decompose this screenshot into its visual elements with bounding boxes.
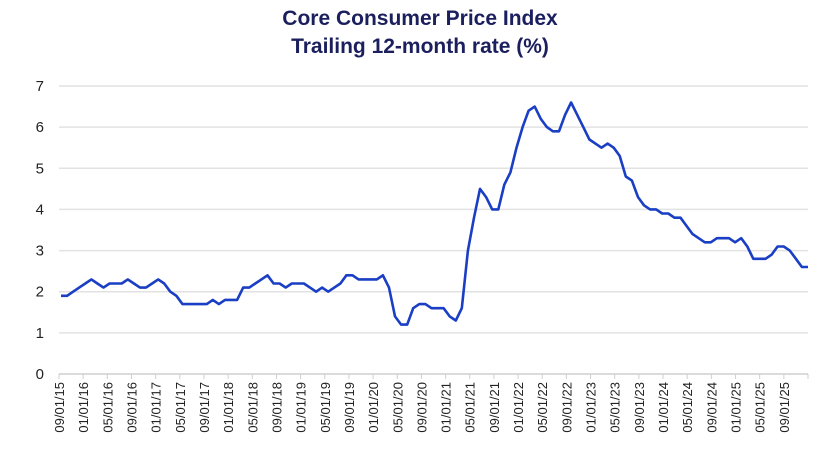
- x-tick-label: 05/01/22: [535, 382, 550, 433]
- x-tick-label: 01/01/20: [366, 382, 381, 433]
- x-tick-label: 09/01/19: [342, 382, 357, 433]
- y-tick-label: 7: [36, 78, 44, 95]
- x-tick-label: 05/01/23: [608, 382, 623, 433]
- x-tick-label: 05/01/17: [173, 382, 188, 433]
- x-tick-label: 05/01/21: [463, 382, 478, 433]
- x-tick-label: 05/01/24: [680, 382, 695, 433]
- x-tick-label: 01/01/17: [149, 382, 164, 433]
- x-tick-label: 01/01/21: [439, 382, 454, 433]
- x-tick-label: 01/01/18: [221, 382, 236, 433]
- x-tick-label: 01/01/23: [584, 382, 599, 433]
- y-tick-label: 1: [36, 325, 44, 342]
- x-tick-label: 05/01/18: [245, 382, 260, 433]
- x-tick-label: 05/01/19: [318, 382, 333, 433]
- y-tick-label: 6: [36, 119, 44, 136]
- chart-title: Core Consumer Price Index: [282, 7, 558, 30]
- x-tick-label: 09/01/22: [559, 382, 574, 433]
- series-line: [61, 101, 808, 326]
- x-tick-label: 01/01/22: [511, 382, 526, 433]
- x-tick-label: 05/01/25: [753, 382, 768, 433]
- x-tick-label: 05/01/16: [100, 382, 115, 433]
- y-tick-label: 3: [36, 243, 44, 260]
- x-tick-label: 01/01/19: [294, 382, 309, 433]
- x-tick-label: 09/01/18: [269, 382, 284, 433]
- x-tick-label: 09/01/17: [197, 382, 212, 433]
- x-tick-label: 01/01/24: [656, 382, 671, 433]
- x-tick-label: 09/01/25: [777, 382, 792, 433]
- y-tick-label: 5: [36, 160, 44, 177]
- x-tick-label: 09/01/20: [414, 382, 429, 433]
- y-tick-label: 2: [36, 284, 44, 301]
- x-tick-label: 09/01/23: [632, 382, 647, 433]
- x-tick-label: 05/01/20: [390, 382, 405, 433]
- y-tick-label: 4: [36, 201, 44, 218]
- x-tick-label: 09/01/24: [704, 382, 719, 433]
- x-tick-label: 01/01/25: [729, 382, 744, 433]
- x-tick-label: 09/01/21: [487, 382, 502, 433]
- x-tick-label: 09/01/15: [52, 382, 67, 433]
- x-tick-label: 01/01/16: [76, 382, 91, 433]
- y-tick-label: 0: [36, 366, 44, 383]
- x-tick-label: 09/01/16: [124, 382, 139, 433]
- chart-subtitle: Trailing 12-month rate (%): [291, 35, 549, 58]
